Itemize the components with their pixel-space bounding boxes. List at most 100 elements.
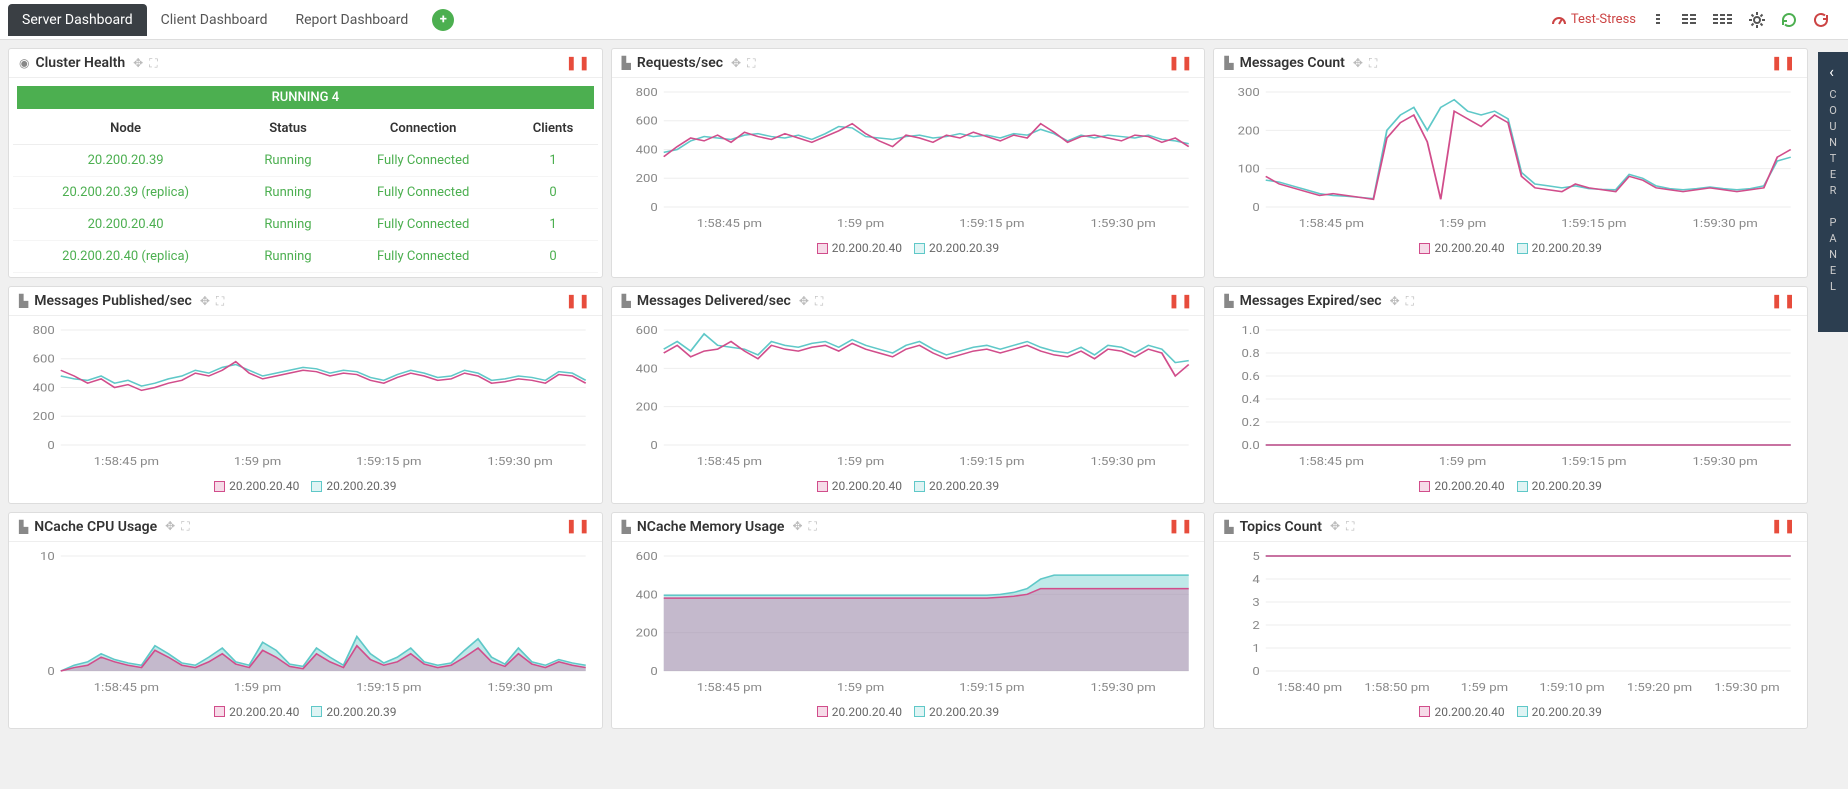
- tab-report-dashboard[interactable]: Report Dashboard: [282, 4, 423, 36]
- svg-text:0: 0: [650, 439, 658, 452]
- chart-legend: 20.200.20.4020.200.20.39: [13, 701, 598, 725]
- cluster-table: NodeStatusConnectionClients20.200.20.39R…: [13, 113, 598, 273]
- svg-text:0: 0: [47, 439, 55, 452]
- test-stress-link[interactable]: Test-Stress: [1551, 12, 1636, 28]
- panel-msgpub: ▙Messages Published/sec✥⛶❚❚0200400600800…: [8, 286, 603, 504]
- move-icon[interactable]: ✥: [1390, 294, 1400, 309]
- refresh-icon[interactable]: [1780, 11, 1798, 29]
- svg-text:0.0: 0.0: [1242, 439, 1260, 452]
- panel-title: Messages Count: [1240, 55, 1345, 71]
- expand-icon[interactable]: ⛶: [815, 294, 823, 309]
- pause-button[interactable]: ❚❚: [1169, 294, 1195, 309]
- svg-text:600: 600: [33, 353, 55, 366]
- svg-text:0.2: 0.2: [1242, 416, 1260, 429]
- refresh-alt-icon[interactable]: [1812, 11, 1830, 29]
- expand-icon[interactable]: ⛶: [1406, 294, 1414, 309]
- expand-icon[interactable]: ⛶: [1369, 56, 1377, 71]
- chart-area: 01002003001:58:45 pm1:59 pm1:59:15 pm1:5…: [1218, 82, 1803, 237]
- svg-text:1:58:45 pm: 1:58:45 pm: [696, 681, 761, 694]
- expand-icon[interactable]: ⛶: [149, 56, 157, 71]
- chart-icon: ▙: [622, 520, 631, 534]
- table-row[interactable]: 20.200.20.40RunningFully Connected1: [13, 209, 598, 241]
- svg-text:0: 0: [1253, 201, 1261, 214]
- move-icon[interactable]: ✥: [792, 519, 802, 534]
- svg-text:0.8: 0.8: [1242, 347, 1260, 360]
- chart-legend: 20.200.20.4020.200.20.39: [616, 475, 1201, 499]
- svg-text:1:58:40 pm: 1:58:40 pm: [1277, 681, 1342, 694]
- svg-text:100: 100: [1238, 163, 1260, 176]
- chart-legend: 20.200.20.4020.200.20.39: [1218, 475, 1803, 499]
- pause-button[interactable]: ❚❚: [566, 519, 592, 534]
- svg-text:200: 200: [635, 401, 657, 414]
- move-icon[interactable]: ✥: [1353, 56, 1363, 71]
- svg-text:1.0: 1.0: [1242, 324, 1260, 337]
- pause-button[interactable]: ❚❚: [1771, 294, 1797, 309]
- add-dashboard-button[interactable]: +: [432, 9, 454, 31]
- chart-area: 02004006008001:58:45 pm1:59 pm1:59:15 pm…: [13, 320, 598, 475]
- move-icon[interactable]: ✥: [165, 519, 175, 534]
- expand-icon[interactable]: ⛶: [747, 56, 755, 71]
- svg-text:1:59 pm: 1:59 pm: [837, 455, 884, 468]
- topbar: Server Dashboard Client Dashboard Report…: [0, 0, 1848, 40]
- move-icon[interactable]: ✥: [133, 56, 143, 71]
- panel-msgcount: ▙Messages Count✥⛶❚❚01002003001:58:45 pm1…: [1213, 48, 1808, 278]
- svg-text:1:59 pm: 1:59 pm: [234, 681, 281, 694]
- panel-msgexp: ▙Messages Expired/sec✥⛶❚❚0.00.20.40.60.8…: [1213, 286, 1808, 504]
- svg-text:10: 10: [40, 550, 55, 563]
- table-row[interactable]: 20.200.20.40 (replica)RunningFully Conne…: [13, 241, 598, 273]
- expand-icon[interactable]: ⛶: [181, 519, 189, 534]
- svg-text:0: 0: [1253, 665, 1261, 678]
- chart-icon: ▙: [19, 294, 28, 308]
- svg-text:1:59:15 pm: 1:59:15 pm: [959, 455, 1024, 468]
- chart-icon: ▙: [1224, 294, 1233, 308]
- tab-client-dashboard[interactable]: Client Dashboard: [147, 4, 282, 36]
- layout-1col-icon[interactable]: [1650, 12, 1666, 28]
- svg-text:0: 0: [650, 201, 658, 214]
- panel-msgdel: ▙Messages Delivered/sec✥⛶❚❚02004006001:5…: [611, 286, 1206, 504]
- chart-icon: ▙: [622, 56, 631, 70]
- expand-icon[interactable]: ⛶: [216, 294, 224, 309]
- panel-title: Requests/sec: [637, 55, 723, 71]
- pause-button[interactable]: ❚❚: [1771, 56, 1797, 71]
- svg-text:1:58:45 pm: 1:58:45 pm: [1299, 217, 1364, 230]
- table-header: Clients: [508, 113, 597, 145]
- dashboard-grid: ◉Cluster Health✥⛶❚❚ RUNNING 4 NodeStatus…: [0, 40, 1848, 737]
- pause-button[interactable]: ❚❚: [566, 294, 592, 309]
- svg-text:400: 400: [33, 382, 55, 395]
- chart-icon: ▙: [1224, 520, 1233, 534]
- svg-text:800: 800: [33, 324, 55, 337]
- counter-panel-sidebar[interactable]: COUNTER PANEL: [1818, 52, 1848, 332]
- svg-text:1:59:10 pm: 1:59:10 pm: [1540, 681, 1605, 694]
- settings-icon[interactable]: [1748, 11, 1766, 29]
- panel-title: Messages Published/sec: [34, 293, 192, 309]
- table-header: Node: [13, 113, 238, 145]
- pause-button[interactable]: ❚❚: [1771, 519, 1797, 534]
- move-icon[interactable]: ✥: [1330, 519, 1340, 534]
- test-stress-label: Test-Stress: [1571, 12, 1636, 27]
- layout-2col-icon[interactable]: [1680, 12, 1698, 28]
- tab-server-dashboard[interactable]: Server Dashboard: [8, 4, 147, 36]
- pause-button[interactable]: ❚❚: [1169, 56, 1195, 71]
- table-row[interactable]: 20.200.20.39RunningFully Connected1: [13, 145, 598, 177]
- table-row[interactable]: 20.200.20.39 (replica)RunningFully Conne…: [13, 177, 598, 209]
- svg-text:1:59:30 pm: 1:59:30 pm: [1090, 455, 1155, 468]
- expand-icon[interactable]: ⛶: [809, 519, 817, 534]
- svg-text:3: 3: [1253, 596, 1261, 609]
- svg-text:200: 200: [1238, 124, 1260, 137]
- expand-icon[interactable]: ⛶: [1346, 519, 1354, 534]
- chart-icon: ▙: [1224, 56, 1233, 70]
- panel-title: Topics Count: [1240, 519, 1322, 535]
- svg-text:0: 0: [47, 665, 55, 678]
- chart-area: 02004006001:58:45 pm1:59 pm1:59:15 pm1:5…: [616, 546, 1201, 701]
- chart-icon: ▙: [19, 520, 28, 534]
- pause-button[interactable]: ❚❚: [566, 56, 592, 71]
- svg-text:1:58:50 pm: 1:58:50 pm: [1365, 681, 1430, 694]
- svg-text:400: 400: [635, 362, 657, 375]
- panel-title: NCache CPU Usage: [34, 519, 157, 535]
- layout-3col-icon[interactable]: [1712, 12, 1734, 28]
- move-icon[interactable]: ✥: [731, 56, 741, 71]
- svg-text:400: 400: [635, 144, 657, 157]
- move-icon[interactable]: ✥: [799, 294, 809, 309]
- pause-button[interactable]: ❚❚: [1169, 519, 1195, 534]
- move-icon[interactable]: ✥: [200, 294, 210, 309]
